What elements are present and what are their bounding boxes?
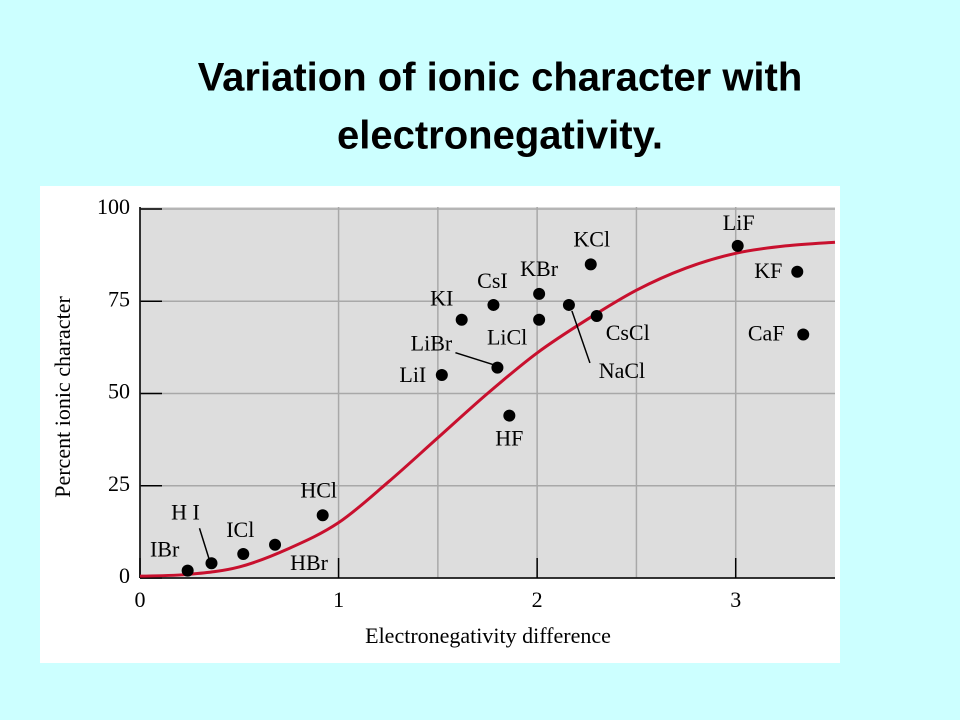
y-tick-label: 75 — [108, 286, 130, 311]
point-label: KI — [430, 286, 453, 311]
x-tick-label: 2 — [532, 587, 543, 612]
x-tick-label: 1 — [333, 587, 344, 612]
point-label: NaCl — [599, 358, 645, 383]
leader-line — [571, 310, 591, 364]
point-label: LiI — [399, 362, 426, 387]
data-point — [487, 298, 500, 311]
data-point — [791, 265, 804, 278]
title-line: electronegativity. — [337, 114, 663, 158]
data-point — [435, 369, 448, 382]
point-label: CsI — [477, 268, 508, 293]
y-axis-label: Percent ionic character — [50, 296, 75, 498]
point-label: KBr — [520, 256, 559, 281]
leader-line — [198, 528, 211, 561]
point-label: HCl — [300, 477, 337, 502]
data-point — [584, 258, 597, 271]
x-axis-label: Electronegativity difference — [365, 623, 611, 648]
data-point — [590, 310, 603, 323]
data-point — [533, 313, 546, 326]
point-label: LiF — [723, 210, 755, 235]
data-point — [731, 239, 744, 252]
data-point — [181, 564, 194, 577]
x-tick-label: 3 — [730, 587, 741, 612]
data-point — [503, 409, 516, 422]
point-label: CsCl — [606, 320, 650, 345]
data-point — [316, 509, 329, 522]
x-tick-label: 0 — [135, 587, 146, 612]
point-label: LiBr — [411, 331, 453, 356]
y-tick-label: 0 — [119, 563, 130, 588]
data-point — [205, 557, 218, 570]
point-label: HBr — [290, 550, 329, 575]
point-label: ICl — [226, 517, 254, 542]
point-label: H I — [171, 499, 200, 524]
point-label: KF — [754, 258, 782, 283]
point-label: LiCl — [487, 325, 527, 350]
point-label: KCl — [573, 226, 610, 251]
data-point — [491, 361, 504, 374]
y-tick-label: 50 — [108, 379, 130, 404]
data-point — [797, 328, 810, 341]
trend-curve — [139, 240, 836, 578]
point-label: HF — [495, 426, 523, 451]
y-tick-label: 25 — [108, 471, 130, 496]
point-label: IBr — [150, 537, 180, 562]
leader-line — [455, 351, 494, 366]
title-line: Variation of ionic character with — [198, 56, 803, 100]
point-label: CaF — [748, 321, 785, 346]
data-point — [455, 313, 468, 326]
data-point — [237, 548, 250, 561]
data-point — [562, 298, 575, 311]
y-tick-label: 100 — [97, 194, 130, 219]
data-point — [269, 538, 282, 551]
data-point — [533, 287, 546, 300]
